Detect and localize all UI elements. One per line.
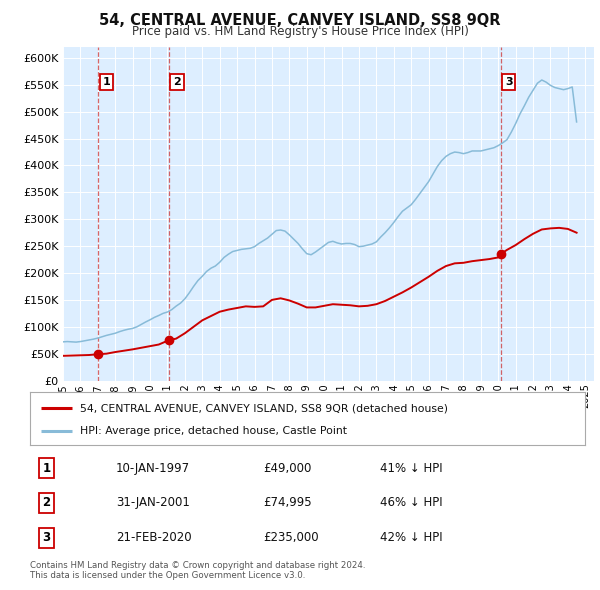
Text: 41% ↓ HPI: 41% ↓ HPI xyxy=(380,461,442,474)
Text: 1: 1 xyxy=(103,77,110,87)
Text: 54, CENTRAL AVENUE, CANVEY ISLAND, SS8 9QR (detached house): 54, CENTRAL AVENUE, CANVEY ISLAND, SS8 9… xyxy=(80,404,448,413)
Text: £49,000: £49,000 xyxy=(263,461,311,474)
Text: 46% ↓ HPI: 46% ↓ HPI xyxy=(380,496,442,510)
Text: 42% ↓ HPI: 42% ↓ HPI xyxy=(380,532,442,545)
Text: 31-JAN-2001: 31-JAN-2001 xyxy=(116,496,190,510)
Text: 2: 2 xyxy=(43,496,51,510)
Text: 1: 1 xyxy=(43,461,51,474)
Text: 10-JAN-1997: 10-JAN-1997 xyxy=(116,461,190,474)
Text: HPI: Average price, detached house, Castle Point: HPI: Average price, detached house, Cast… xyxy=(80,425,347,435)
Text: 3: 3 xyxy=(43,532,51,545)
Text: Contains HM Land Registry data © Crown copyright and database right 2024.
This d: Contains HM Land Registry data © Crown c… xyxy=(30,560,365,580)
Text: 54, CENTRAL AVENUE, CANVEY ISLAND, SS8 9QR: 54, CENTRAL AVENUE, CANVEY ISLAND, SS8 9… xyxy=(99,13,501,28)
Text: Price paid vs. HM Land Registry's House Price Index (HPI): Price paid vs. HM Land Registry's House … xyxy=(131,25,469,38)
Text: 2: 2 xyxy=(173,77,181,87)
Text: £74,995: £74,995 xyxy=(263,496,312,510)
Text: 21-FEB-2020: 21-FEB-2020 xyxy=(116,532,191,545)
Text: 3: 3 xyxy=(505,77,512,87)
Text: £235,000: £235,000 xyxy=(263,532,319,545)
